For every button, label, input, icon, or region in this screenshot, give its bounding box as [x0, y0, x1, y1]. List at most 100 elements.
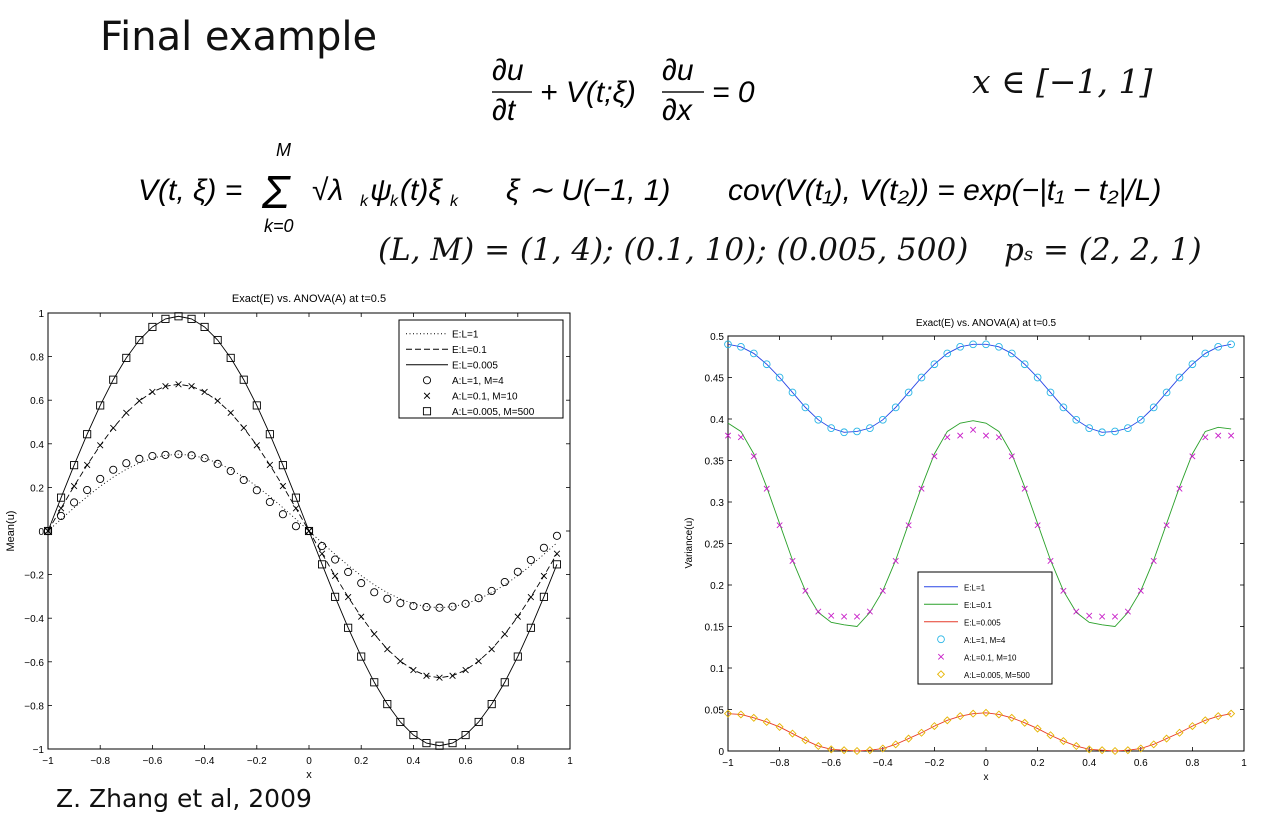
- data-point: [265, 497, 274, 507]
- svg-text:k: k: [390, 193, 399, 210]
- data-point: [200, 454, 209, 463]
- data-point: [239, 375, 248, 384]
- data-point: [449, 672, 456, 679]
- data-point: [1085, 745, 1094, 754]
- data-point: [187, 314, 196, 323]
- data-point: [175, 381, 182, 388]
- legend-marker: [937, 653, 945, 660]
- data-point: [109, 465, 118, 474]
- data-point: [1085, 424, 1094, 432]
- svg-text:ξ ∼ U(−1, 1): ξ ∼ U(−1, 1): [506, 174, 670, 207]
- data-point: [370, 678, 379, 687]
- data-point: [1046, 388, 1055, 397]
- data-point: [422, 739, 431, 748]
- data-point: [174, 312, 183, 321]
- data-point: [1020, 718, 1029, 727]
- data-point: [1162, 388, 1171, 397]
- legend-marker: [936, 670, 946, 679]
- data-point: [1214, 712, 1223, 721]
- data-point: [161, 450, 170, 459]
- data-point: [435, 603, 444, 612]
- kl-expansion-equation: V(t, ξ) = M Σ k=0 √λ k ψ k (t)ξ k ξ ∼ U(…: [138, 140, 1258, 250]
- data-point: [292, 505, 300, 512]
- svg-text:k: k: [450, 193, 459, 210]
- data-point: [1059, 403, 1068, 412]
- data-point: [265, 430, 274, 439]
- data-point: [384, 645, 391, 653]
- data-point: [878, 744, 887, 753]
- data-point: [1099, 613, 1106, 620]
- data-point: [943, 716, 952, 725]
- data-point: [1175, 373, 1184, 382]
- svg-text:(t)ξ: (t)ξ: [400, 174, 443, 207]
- data-point: [240, 424, 247, 432]
- data-point: [1149, 403, 1158, 412]
- variance-chart: Exact(E) vs. ANOVA(A) at t=0.5 x Varianc…: [684, 318, 1247, 783]
- data-point: [396, 599, 405, 608]
- data-point: [931, 453, 938, 460]
- data-point: [917, 728, 926, 737]
- data-point: [252, 486, 261, 495]
- data-point: [995, 342, 1003, 351]
- data-point: [1111, 427, 1119, 436]
- data-point: [801, 403, 810, 412]
- data-point: [174, 450, 183, 459]
- svg-text:k: k: [360, 193, 369, 210]
- data-point: [969, 709, 978, 718]
- data-point: [1086, 612, 1093, 619]
- data-point: [1136, 744, 1145, 753]
- data-point: [905, 522, 912, 529]
- y-tick-label: 1: [38, 309, 44, 320]
- legend-label: E:L=0.1: [964, 601, 992, 610]
- data-point: [500, 577, 509, 587]
- data-point: [149, 388, 156, 396]
- data-point: [526, 555, 535, 565]
- data-point: [226, 353, 235, 362]
- data-point: [162, 383, 169, 390]
- svg-text:∂x: ∂x: [662, 94, 693, 127]
- domain-equation: x ∈ [−1, 1]: [972, 62, 1153, 101]
- data-point: [1188, 722, 1197, 731]
- data-point: [814, 415, 823, 424]
- data-point: [1060, 587, 1067, 594]
- data-point: [200, 322, 209, 332]
- data-point: [226, 466, 235, 476]
- legend-item: A:L=0.005, M=500: [936, 670, 1030, 680]
- y-tick-label: 0.35: [705, 457, 725, 468]
- data-point: [97, 442, 104, 449]
- y-tick-label: 0.8: [30, 353, 44, 364]
- data-point: [865, 746, 874, 755]
- data-point: [227, 409, 234, 417]
- x-tick-label: 0.4: [1082, 758, 1096, 769]
- data-point: [1008, 453, 1015, 460]
- x-tick-label: 0.8: [511, 756, 525, 767]
- data-point: [318, 550, 326, 557]
- data-point: [1201, 349, 1210, 358]
- data-point: [317, 541, 327, 551]
- data-point: [331, 572, 339, 580]
- data-point: [1047, 557, 1054, 564]
- data-point: [278, 461, 287, 470]
- data-point: [918, 485, 925, 492]
- data-point: [148, 322, 157, 332]
- legend-label: E:L=0.005: [452, 360, 498, 371]
- legend-label: A:L=0.005, M=500: [452, 407, 535, 418]
- data-point: [383, 594, 392, 603]
- data-point: [83, 461, 91, 469]
- y-tick-label: 0.25: [705, 540, 725, 551]
- series-a-l-0-005-m-500: [723, 708, 1236, 756]
- legend-label: E:L=0.005: [964, 618, 1001, 627]
- data-point: [123, 409, 130, 417]
- data-point: [409, 601, 418, 611]
- data-point: [956, 342, 965, 351]
- y-tick-label: 0: [718, 747, 724, 758]
- data-point: [802, 587, 809, 594]
- data-point: [723, 709, 733, 718]
- data-point: [878, 415, 887, 424]
- y-axis-label: Variance(u): [684, 518, 695, 569]
- x-tick-label: 0.2: [1031, 758, 1045, 769]
- data-point: [749, 349, 758, 358]
- data-point: [1033, 373, 1042, 382]
- y-axis-label: Mean(u): [5, 511, 17, 552]
